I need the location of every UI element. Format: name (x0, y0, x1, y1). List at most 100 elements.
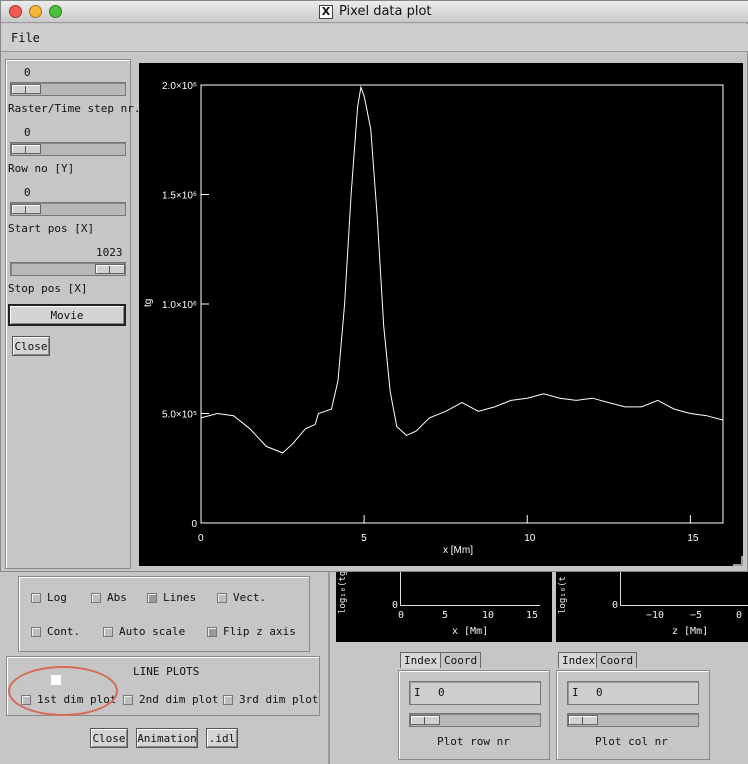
file-menu[interactable]: File (11, 31, 40, 45)
pixel-data-plot-window: X Pixel data plot File 0 Raster/Time ste… (0, 0, 748, 572)
start-value: 0 (24, 186, 31, 199)
y-tick-label-1: 5.0×10⁵ (162, 410, 197, 421)
abs-checkbox-box[interactable] (91, 592, 101, 603)
row-value: 0 (24, 126, 31, 139)
row-slider[interactable] (409, 713, 541, 727)
lines-checkbox-box[interactable] (147, 592, 157, 603)
small-plot-x-tick-0: 0 (398, 610, 405, 621)
main-plot: tg x [Mm] 0 5 10 15 0 5.0×10⁵ 1.0×10⁶ 1.5×10⁶ 2.… (139, 63, 743, 566)
movie-button[interactable]: Movie (8, 304, 126, 326)
small-plot-z-tick-2: 0 (736, 610, 743, 621)
abs-label: Abs (107, 591, 127, 604)
small-plot-x-xlabel: x [Mm] (452, 626, 489, 637)
log-checkbox-box[interactable] (31, 592, 41, 603)
y-axis-label: tg (143, 299, 154, 307)
start-slider[interactable] (10, 202, 126, 216)
stop-label: Stop pos [X] (8, 282, 88, 295)
control-window: Log Abs Lines Vect. Cont. Auto scale Fli… (0, 560, 748, 764)
col-index-value: 0 (596, 686, 603, 699)
start-label: Start pos [X] (8, 222, 95, 235)
stop-slider[interactable] (10, 262, 126, 276)
col-tab-coord[interactable]: Coord (596, 652, 638, 668)
auto-scale-checkbox-box[interactable] (103, 626, 113, 637)
y-tick-label-4: 2.0×10⁶ (162, 81, 197, 92)
col-slider-knob[interactable] (568, 715, 598, 725)
row-no-label: Row no [Y] (8, 162, 75, 175)
close-button-lower[interactable]: Close (90, 728, 128, 748)
col-index-field[interactable]: I 0 (567, 681, 699, 705)
x11-icon: X (319, 5, 333, 19)
small-plot-x-axis (400, 572, 540, 606)
small-plot-z-y0: 0 (612, 600, 619, 611)
cont-checkbox[interactable]: Cont. (31, 625, 80, 638)
panel-divider (328, 560, 330, 764)
animation-button[interactable]: Animation (136, 728, 198, 748)
small-plot-z: log₁₀(t 0 −10 −5 0 z [Mm] (556, 570, 748, 642)
cont-checkbox-box[interactable] (31, 626, 41, 637)
flip-z-label: Flip z axis (223, 625, 296, 638)
main-plot-svg: tg x [Mm] 0 5 10 15 0 5.0×10⁵ 1.0×10⁶ 1.5×10⁶ 2.… (143, 81, 724, 556)
small-plot-x-y0: 0 (392, 600, 399, 611)
text-cursor-icon: I (414, 686, 421, 699)
y-tick-label-3: 1.5×10⁶ (162, 191, 197, 202)
small-plot-x-tick-2: 10 (482, 610, 495, 621)
log-label: Log (47, 591, 67, 604)
vect-checkbox-box[interactable] (217, 592, 227, 603)
row-no-slider[interactable] (10, 142, 126, 156)
small-plot-z-xlabel: z [Mm] (672, 626, 709, 637)
lines-label: Lines (163, 591, 197, 604)
raster-label: Raster/Time step nr. (8, 102, 141, 115)
abs-checkbox[interactable]: Abs (91, 591, 127, 604)
vect-label: Vect. (233, 591, 267, 604)
x-tick-label-3: 15 (687, 533, 699, 544)
third-dim-plot-checkbox[interactable]: 3rd dim plot (223, 693, 318, 706)
row-index-field[interactable]: I 0 (409, 681, 541, 705)
third-dim-plot-label: 3rd dim plot (239, 693, 319, 706)
col-tab-index[interactable]: Index (558, 652, 600, 668)
start-slider-knob[interactable] (11, 204, 41, 214)
small-plot-x-ylabel: log₁₀(tg (338, 570, 348, 614)
title-bar[interactable]: X Pixel data plot (1, 1, 748, 23)
small-plot-x-tick-3: 15 (526, 610, 539, 621)
close-window-icon[interactable] (9, 5, 22, 18)
raster-slider-knob[interactable] (11, 84, 41, 94)
second-dim-plot-checkbox-box[interactable] (123, 694, 133, 705)
plot-axes-box (200, 84, 724, 524)
log-checkbox[interactable]: Log (31, 591, 67, 604)
third-dim-plot-checkbox-box[interactable] (223, 694, 233, 705)
flip-z-checkbox-box[interactable] (207, 626, 217, 637)
row-tab-index[interactable]: Index (400, 652, 442, 668)
row-no-slider-knob[interactable] (11, 144, 41, 154)
idl-button[interactable]: .idl (206, 728, 238, 748)
series-line (200, 85, 724, 454)
vect-checkbox[interactable]: Vect. (217, 591, 266, 604)
raster-value: 0 (24, 66, 31, 79)
small-plot-z-tick-0: −10 (646, 610, 665, 621)
auto-scale-label: Auto scale (119, 625, 186, 638)
minimize-window-icon[interactable] (29, 5, 42, 18)
row-index-value: 0 (438, 686, 445, 699)
cont-label: Cont. (47, 625, 81, 638)
col-slider[interactable] (567, 713, 699, 727)
small-plot-x: log₁₀(tg 0 0 5 10 15 x [Mm] (336, 570, 552, 642)
row-panel: I 0 Plot row nr (398, 670, 550, 760)
flip-z-checkbox[interactable]: Flip z axis (207, 625, 296, 638)
row-tab-coord[interactable]: Coord (440, 652, 482, 668)
second-dim-plot-checkbox[interactable]: 2nd dim plot (123, 693, 218, 706)
lines-checkbox[interactable]: Lines (147, 591, 196, 604)
auto-scale-checkbox[interactable]: Auto scale (103, 625, 185, 638)
row-slider-knob[interactable] (410, 715, 440, 725)
small-plot-z-ylabel: log₁₀(t (558, 576, 568, 614)
small-plot-x-tick-1: 5 (442, 610, 449, 621)
small-plot-z-tick-1: −5 (690, 610, 703, 621)
resize-grip-icon[interactable] (733, 556, 743, 566)
raster-slider[interactable] (10, 82, 126, 96)
y-tick-label-0: 0 (191, 519, 197, 530)
maximize-window-icon[interactable] (49, 5, 62, 18)
line-plots-title: LINE PLOTS (133, 665, 200, 678)
close-button[interactable]: Close (12, 336, 50, 356)
second-dim-plot-label: 2nd dim plot (139, 693, 219, 706)
y-tick-label-2: 1.0×10⁶ (162, 300, 197, 311)
stop-slider-knob[interactable] (95, 264, 125, 274)
left-control-panel: 0 Raster/Time step nr. 0 Row no [Y] 0 St… (5, 59, 140, 569)
